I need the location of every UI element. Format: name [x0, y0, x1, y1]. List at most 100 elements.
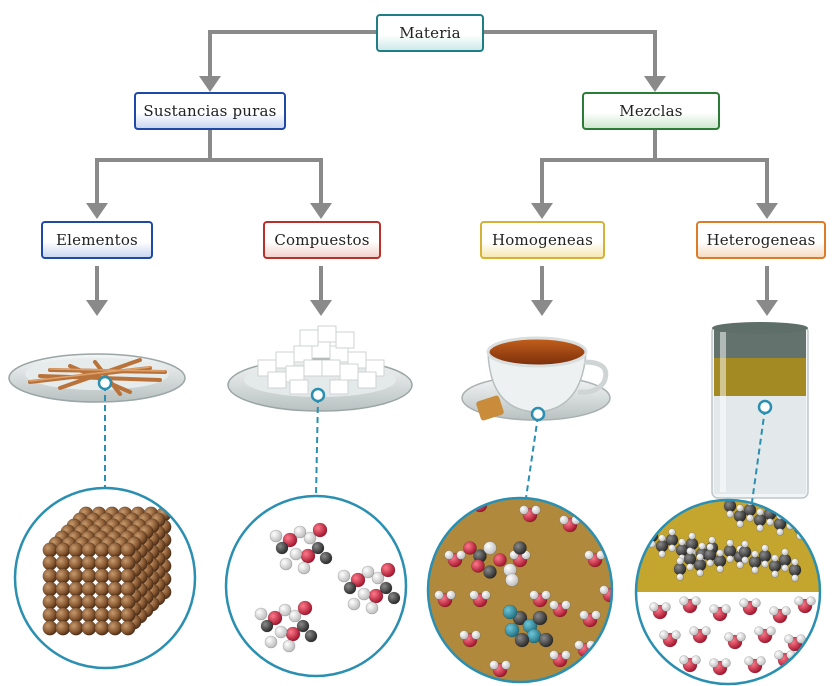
water-hydrogen — [446, 590, 456, 600]
water-hydrogen — [796, 634, 806, 644]
sugar-atom — [264, 635, 278, 649]
oil-hydrogen — [751, 566, 759, 574]
copper-atom — [107, 620, 123, 636]
oil-hydrogen — [668, 528, 676, 536]
sugar-atom — [297, 600, 313, 616]
callout-dots — [97, 375, 773, 422]
water-hydrogen — [724, 632, 734, 642]
sugar-atom — [387, 591, 401, 605]
caffeine-atom — [502, 604, 518, 620]
water-hydrogen — [579, 610, 589, 620]
copper-atom — [68, 542, 84, 558]
node-materia: Materia — [376, 14, 484, 52]
node-elements-label: Elementos — [56, 231, 138, 249]
oil-hydrogen — [658, 550, 666, 558]
sugar-atom — [297, 561, 311, 575]
oil-hydrogen — [686, 563, 694, 571]
water-hydrogen — [561, 600, 571, 610]
sugar-atom — [282, 532, 298, 548]
water-hydrogen — [751, 598, 761, 608]
copper-atom — [68, 581, 84, 597]
copper-atom — [94, 620, 110, 636]
oil-hydrogen — [708, 536, 716, 544]
copper-atom — [94, 555, 110, 571]
sugar-atom — [337, 569, 351, 583]
oil-hydrogen — [791, 558, 799, 566]
copper-atom — [81, 568, 97, 584]
copper-atom — [94, 594, 110, 610]
caffeine-atom — [514, 632, 530, 648]
oil-hydrogen — [696, 569, 704, 577]
node-homogeneous-label: Homogeneas — [491, 231, 594, 249]
copper-atom — [55, 568, 71, 584]
copper-atom — [42, 555, 58, 571]
sugar-atom — [282, 639, 296, 653]
caffeine-atom — [504, 622, 520, 638]
callout-lines — [104, 385, 766, 503]
water-hydrogen — [439, 510, 449, 520]
oil-hydrogen — [761, 560, 769, 568]
copper-atom — [81, 581, 97, 597]
copper-atom-lattice-icon — [13, 486, 197, 670]
solute-atom — [505, 573, 519, 587]
sugar-atom — [300, 548, 316, 564]
solute-atom — [513, 541, 527, 555]
copper-rods-dish-icon — [8, 353, 186, 403]
copper-atom — [55, 542, 71, 558]
oil-hydrogen — [746, 514, 754, 522]
solute-atom — [483, 541, 497, 555]
oil-hydrogen — [678, 538, 686, 546]
water-hydrogen — [781, 606, 791, 616]
copper-atom — [107, 581, 123, 597]
oil-hydrogen — [736, 504, 744, 512]
oil-hydrogen — [696, 553, 704, 561]
copper-atom — [81, 607, 97, 623]
sugar-atom — [379, 581, 393, 595]
sugar-atom — [365, 601, 379, 615]
sugar-atom — [279, 557, 293, 571]
oil-hydrogen — [676, 557, 684, 565]
oil-hydrogen — [726, 510, 734, 518]
water-hydrogen — [451, 510, 461, 520]
arrow-heads — [86, 76, 778, 316]
sugar-atom — [285, 626, 301, 642]
water-hydrogen — [561, 650, 571, 660]
copper-atom — [120, 542, 136, 558]
tea-solution-molecules-icon — [426, 496, 614, 684]
water-hydrogen — [591, 610, 601, 620]
water-hydrogen — [584, 550, 594, 560]
water-hydrogen — [659, 630, 669, 640]
water-hydrogen — [721, 658, 731, 668]
copper-atom — [42, 581, 58, 597]
oil-hydrogen — [756, 524, 764, 532]
node-compounds-label: Compuestos — [274, 231, 370, 249]
copper-atom — [68, 620, 84, 636]
sugar-atom — [289, 547, 303, 561]
copper-atom — [68, 594, 84, 610]
sugar-atom — [254, 607, 268, 621]
sugar-atom — [380, 562, 396, 578]
oil-hydrogen — [751, 550, 759, 558]
node-heterogeneous: Heterogeneas — [696, 221, 826, 259]
copper-atom — [120, 594, 136, 610]
sugar-atom — [275, 541, 289, 555]
oil-water-molecules-icon — [634, 498, 822, 686]
copper-atom — [68, 555, 84, 571]
sugar-atom — [303, 531, 317, 545]
water-hydrogen — [784, 634, 794, 644]
copper-atom — [55, 620, 71, 636]
water-hydrogen — [444, 550, 454, 560]
copper-atom — [55, 607, 71, 623]
oil-hydrogen — [761, 544, 769, 552]
water-hydrogen — [766, 626, 776, 636]
water-hydrogen — [459, 630, 469, 640]
oil-hydrogen — [686, 547, 694, 555]
copper-atom — [120, 607, 136, 623]
oil-hydrogen — [736, 520, 744, 528]
node-pure-substances: Sustancias puras — [134, 92, 286, 130]
solute-atom — [471, 559, 485, 573]
sugar-atom — [347, 597, 361, 611]
oil-hydrogen — [706, 559, 714, 567]
copper-atom — [120, 568, 136, 584]
water-hydrogen — [434, 590, 444, 600]
